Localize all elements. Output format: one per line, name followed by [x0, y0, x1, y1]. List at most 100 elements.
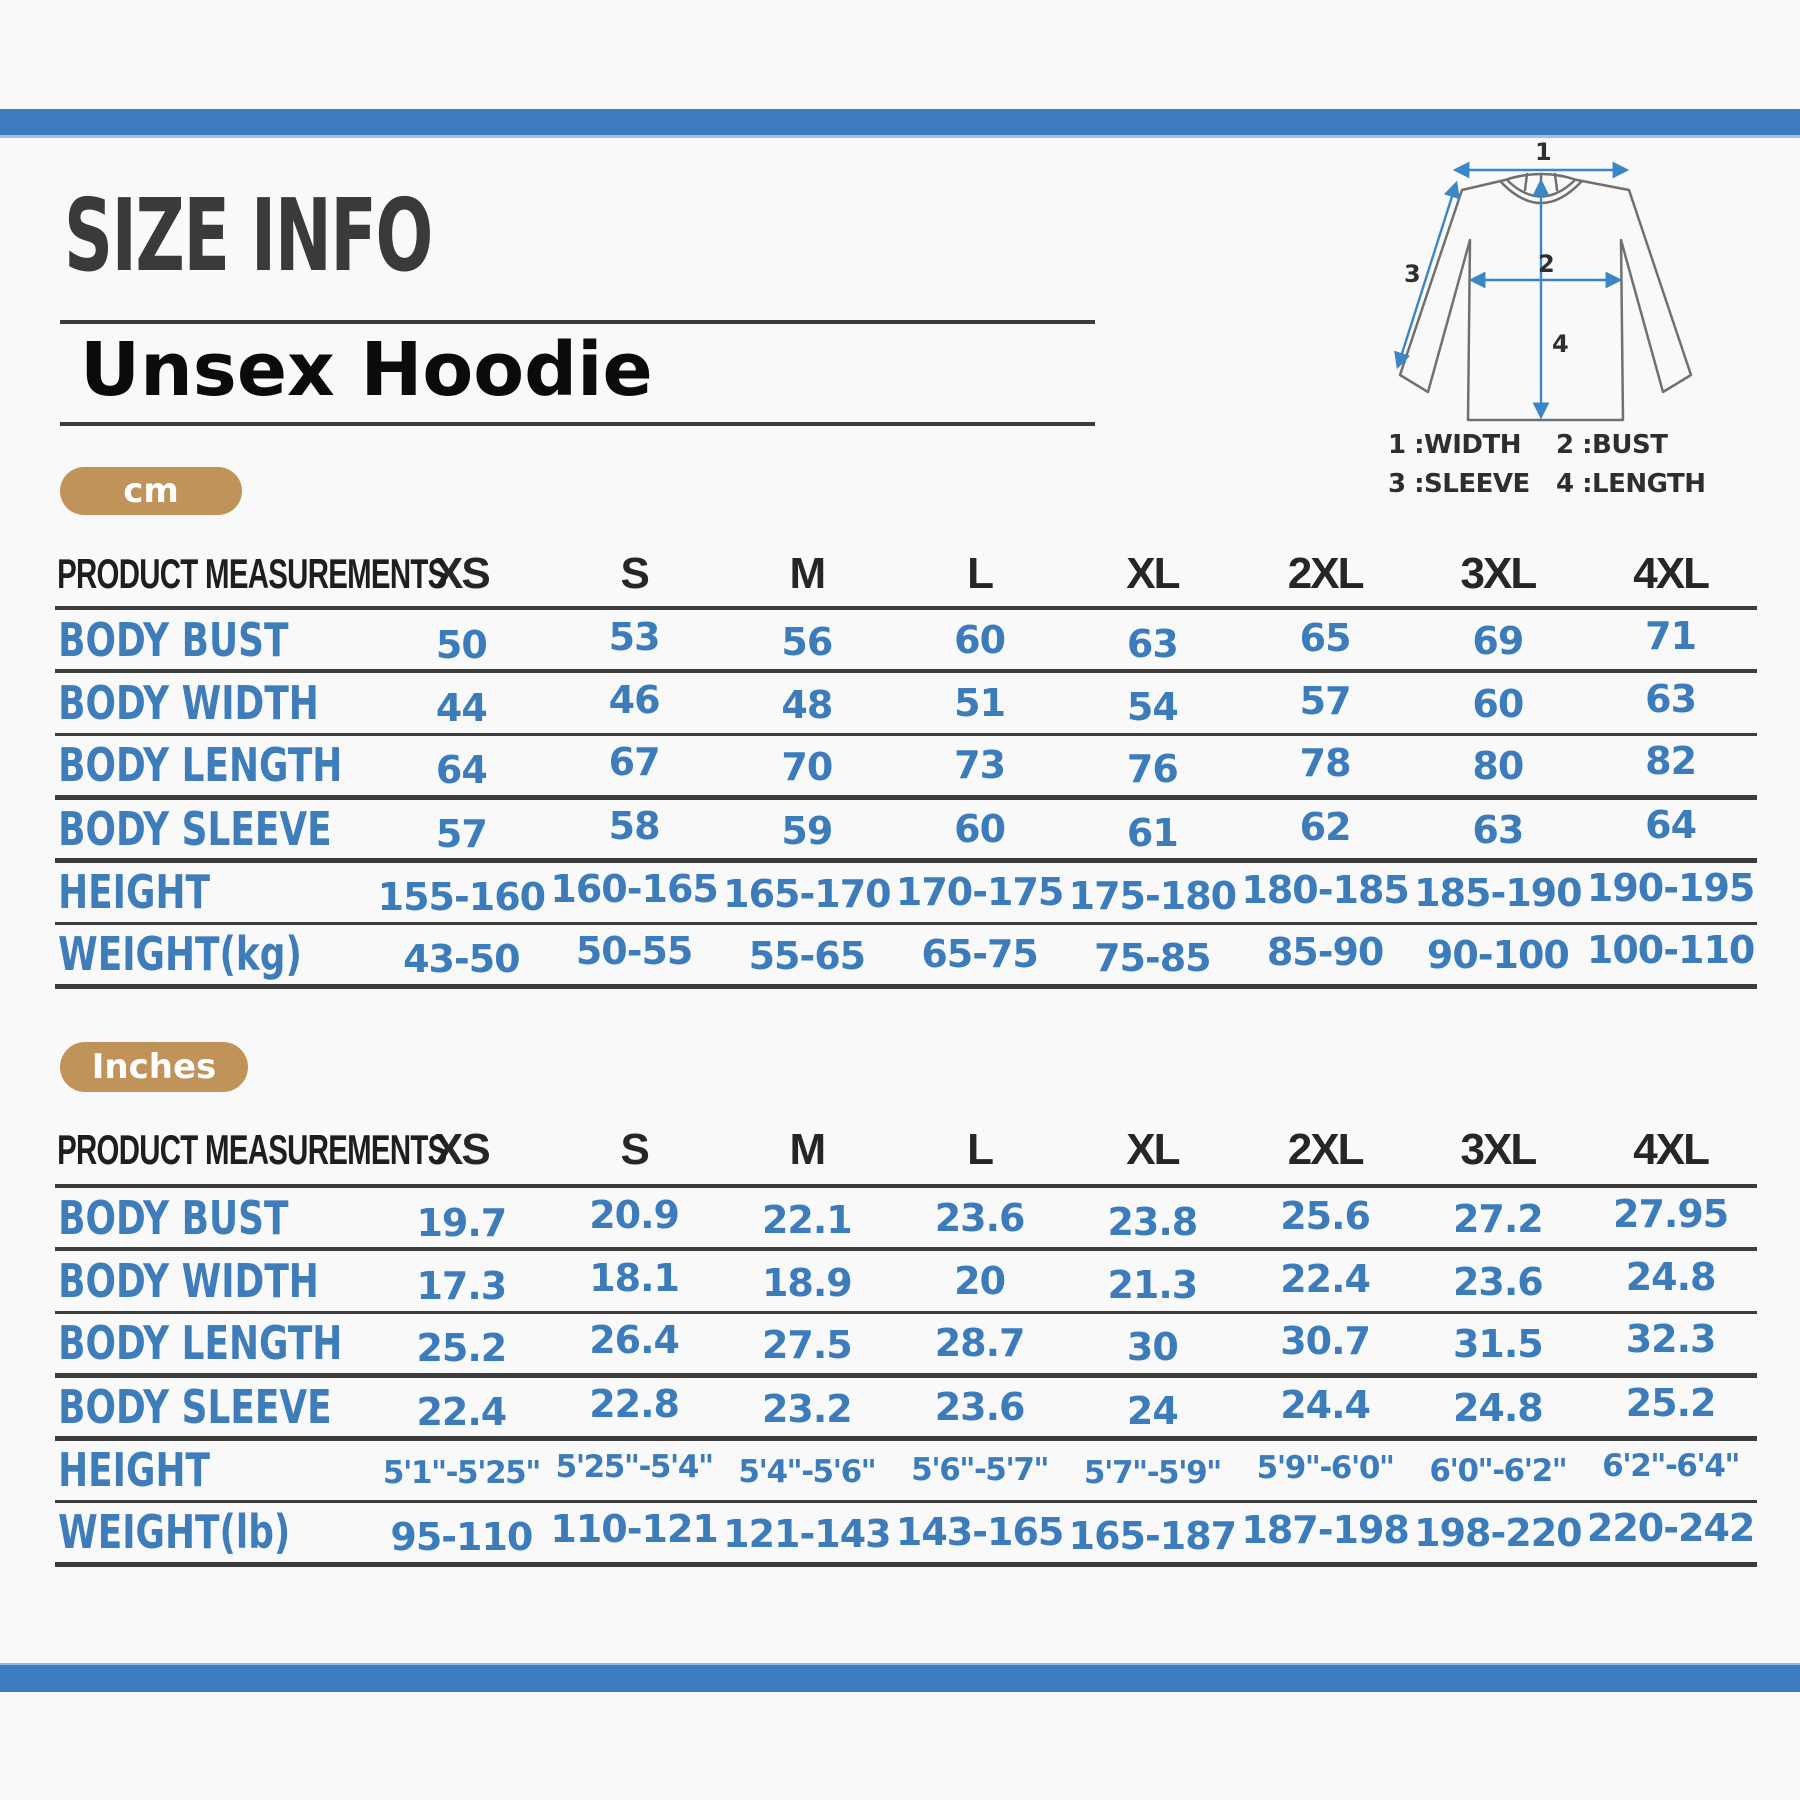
- header-text: XS: [434, 549, 491, 598]
- measurement-value: 64: [1645, 802, 1697, 847]
- measurement-value: 175-180: [1068, 874, 1237, 918]
- arrow-label-bust: 2: [1538, 250, 1555, 278]
- measurement-value: 58: [608, 803, 661, 848]
- measurement-value: 63: [1126, 621, 1179, 666]
- measurement-value: 155-160: [377, 875, 546, 919]
- measurement-value: 55-65: [748, 934, 867, 978]
- value-cell: 43-50: [375, 923, 548, 989]
- row-label: BODY WIDTH: [58, 675, 319, 730]
- measurement-value: 59: [781, 808, 833, 853]
- measurement-value: 20.9: [589, 1192, 680, 1237]
- row-label: HEIGHT: [58, 1443, 210, 1497]
- measurement-value: 17.3: [416, 1263, 507, 1308]
- value-cell: 61: [1066, 797, 1239, 863]
- value-cell: 28.7: [893, 1312, 1066, 1378]
- measurement-value: 60: [954, 806, 1006, 851]
- value-cell: 27.5: [720, 1312, 894, 1378]
- header-text: 2XL: [1287, 1125, 1365, 1174]
- value-cell: 19.7: [375, 1186, 548, 1251]
- measurement-value: 121-143: [723, 1512, 891, 1556]
- value-cell: 187-198: [1238, 1501, 1412, 1567]
- top-accent-bar: [0, 109, 1800, 138]
- row-label: BODY LENGTH: [58, 738, 343, 792]
- value-cell: 25.2: [375, 1312, 548, 1378]
- measurement-value: 5'1"-5'25": [382, 1455, 542, 1491]
- measurement-value: 25.2: [416, 1326, 507, 1370]
- measurement-value: 6'0"-6'2": [1429, 1453, 1567, 1489]
- measurement-value: 26.4: [589, 1318, 680, 1362]
- measurement-value: 61: [1126, 810, 1179, 855]
- measurement-value: 170-175: [895, 870, 1064, 914]
- header-row: PRODUCT MEASUREMENTS XS S M L XL 2XL 3XL 4XL: [55, 1116, 1757, 1188]
- header-text: PRODUCT MEASUREMENTS: [57, 1126, 447, 1173]
- row-label-cell: BODY LENGTH: [55, 1312, 375, 1378]
- table-row: BODY SLEEVE 57 58 59 60 61 62 63 64: [55, 797, 1757, 863]
- value-cell: 60: [1411, 671, 1585, 736]
- size-column-header: XL: [1066, 1116, 1239, 1188]
- measurements-column-header: PRODUCT MEASUREMENTS: [55, 542, 447, 610]
- header-text: L: [967, 549, 994, 598]
- measurement-value: 46: [608, 677, 661, 722]
- measurement-value: 27.95: [1613, 1191, 1729, 1236]
- cm-unit-badge: cm: [60, 467, 242, 515]
- size-column-header: 4XL: [1584, 1116, 1757, 1188]
- page-title-text: SIZE INFO: [64, 177, 433, 294]
- measurement-value: 24.4: [1280, 1382, 1371, 1427]
- value-cell: 65: [1238, 608, 1412, 673]
- value-cell: 25.6: [1238, 1186, 1412, 1251]
- value-cell: 5'4"-5'6": [720, 1438, 894, 1503]
- value-cell: 57: [1238, 671, 1412, 736]
- header-text: XL: [1126, 1125, 1180, 1174]
- row-label: BODY SLEEVE: [58, 1379, 332, 1434]
- value-cell: 73: [893, 734, 1066, 800]
- measurement-value: 22.4: [416, 1389, 507, 1434]
- value-cell: 24.4: [1238, 1375, 1412, 1441]
- hoodie-outline-icon: [1398, 172, 1693, 422]
- cm-unit-label: cm: [123, 471, 179, 511]
- value-cell: 18.1: [547, 1249, 721, 1314]
- measurement-value: 56: [781, 619, 833, 664]
- header-text: PRODUCT MEASUREMENTS: [57, 550, 447, 597]
- measurement-value: 27.2: [1452, 1196, 1544, 1241]
- measurement-value: 23.8: [1107, 1199, 1198, 1244]
- measurement-value: 80: [1472, 744, 1524, 788]
- measurement-value: 22.4: [1280, 1256, 1371, 1301]
- arrow-label-width: 1: [1535, 138, 1552, 166]
- value-cell: 23.6: [893, 1375, 1066, 1441]
- measurement-value: 19.7: [416, 1200, 507, 1245]
- header-text: 2XL: [1287, 549, 1365, 598]
- measurement-value: 23.6: [934, 1195, 1026, 1240]
- value-cell: 64: [375, 734, 548, 800]
- header-text: S: [620, 1125, 649, 1174]
- measurement-value: 50-55: [575, 929, 694, 973]
- measurement-value: 30.7: [1280, 1319, 1371, 1363]
- measurement-value: 22.1: [761, 1197, 853, 1242]
- legend-sleeve: 3 :SLEEVE: [1388, 469, 1530, 499]
- header-text: L: [967, 1125, 994, 1174]
- header-text: 4XL: [1633, 1125, 1710, 1174]
- value-cell: 121-143: [720, 1501, 894, 1567]
- size-column-header: L: [893, 1116, 1066, 1188]
- measurement-value: 24: [1126, 1388, 1179, 1433]
- value-cell: 22.8: [547, 1375, 721, 1441]
- measurement-value: 5'6"-5'7": [911, 1452, 1049, 1488]
- size-column-header: 3XL: [1411, 1116, 1585, 1188]
- measurement-value: 69: [1472, 618, 1524, 663]
- size-column-header: M: [720, 1116, 894, 1188]
- value-cell: 80: [1411, 734, 1585, 800]
- hoodie-diagram: 1 2 3 4: [1394, 138, 1693, 422]
- measurement-value: 165-170: [723, 872, 891, 916]
- size-column-header: L: [893, 542, 1066, 610]
- table-row: BODY BUST 50 53 56 60 63 65 69 71: [55, 608, 1757, 673]
- measurement-value: 27.5: [761, 1323, 853, 1367]
- value-cell: 60: [893, 797, 1066, 863]
- row-label-cell: HEIGHT: [55, 1438, 375, 1503]
- measurement-value: 43-50: [403, 937, 521, 981]
- value-cell: 5'9"-6'0": [1238, 1438, 1412, 1503]
- measurement-value: 31.5: [1452, 1322, 1544, 1366]
- table-row: BODY WIDTH 44 46 48 51 54 57 60 63: [55, 671, 1757, 736]
- value-cell: 69: [1411, 608, 1585, 673]
- measurement-value: 48: [781, 682, 833, 727]
- value-cell: 54: [1066, 671, 1239, 736]
- measurement-value: 51: [954, 680, 1006, 725]
